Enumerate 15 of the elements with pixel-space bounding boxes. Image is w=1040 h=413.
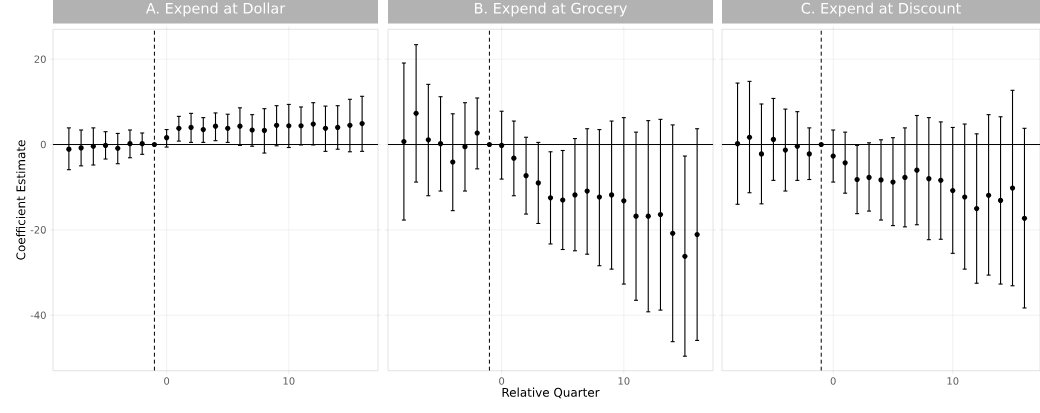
x-tick-label: 0 bbox=[164, 377, 170, 385]
x-tick-label: 10 bbox=[618, 377, 630, 385]
x-tick-label: 0 bbox=[499, 377, 505, 385]
x-axis-title: Relative Quarter bbox=[502, 387, 600, 399]
y-tick-label: -40 bbox=[30, 311, 46, 319]
y-tick-label: 0 bbox=[40, 140, 46, 149]
chart-title: A. Expend at Dollar bbox=[145, 2, 286, 17]
x-tick-label: 10 bbox=[283, 377, 295, 385]
y-axis-title: Coefficient Estimate bbox=[16, 140, 26, 260]
y-tick-label: -20 bbox=[30, 226, 46, 234]
chart-title: B. Expend at Grocery bbox=[475, 2, 628, 17]
x-tick-label: 0 bbox=[830, 377, 836, 385]
chart-title: C. Expend at Discount bbox=[801, 2, 961, 17]
x-tick-label: 10 bbox=[947, 377, 959, 385]
y-tick-label: 20 bbox=[34, 55, 46, 63]
